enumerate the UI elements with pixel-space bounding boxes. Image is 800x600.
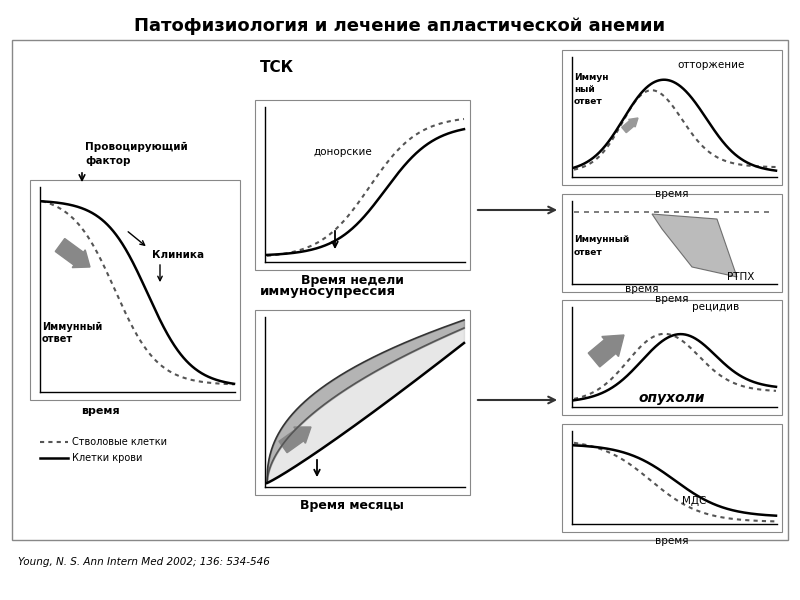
Text: ответ: ответ [42,334,74,344]
Text: Иммун: Иммун [574,73,609,82]
FancyArrow shape [279,427,311,452]
Text: Время недели: Время недели [301,274,403,287]
Text: ТСК: ТСК [260,60,294,75]
Bar [562,424,782,532]
Bar [562,50,782,185]
Text: фактор: фактор [85,156,130,166]
Polygon shape [652,214,737,277]
Text: Иммунный: Иммунный [574,235,630,244]
FancyArrow shape [588,335,624,367]
Text: ответ: ответ [574,97,602,106]
Text: Иммунный: Иммунный [42,322,102,332]
Bar [562,300,782,415]
Text: иммуносупрессия: иммуносупрессия [260,285,396,298]
Text: ный: ный [574,85,594,94]
Bar [255,100,470,270]
Text: Время месяцы: Время месяцы [300,499,404,512]
Text: рецидив: рецидив [692,302,739,312]
FancyArrow shape [622,118,638,133]
Text: Клиника: Клиника [152,250,204,260]
Bar [12,40,788,540]
Text: время: время [655,189,689,199]
Text: Провоцирующий: Провоцирующий [85,142,188,152]
Text: ответ: ответ [574,248,602,257]
Text: отторжение: отторжение [677,60,744,70]
Text: донорские: донорские [313,147,372,157]
Text: МДС: МДС [682,496,706,506]
Text: Клетки крови: Клетки крови [72,453,142,463]
Text: время: время [81,406,119,416]
Text: опухоли: опухоли [638,391,706,405]
Text: время: время [626,284,658,294]
Text: Патофизиология и лечение апластической анемии: Патофизиология и лечение апластической а… [134,17,666,35]
FancyArrow shape [55,239,90,268]
Text: время: время [655,536,689,546]
Text: Стволовые клетки: Стволовые клетки [72,437,167,447]
Text: Young, N. S. Ann Intern Med 2002; 136: 534-546: Young, N. S. Ann Intern Med 2002; 136: 5… [18,557,270,567]
Bar [562,194,782,292]
Bar [255,310,470,495]
Bar [30,180,240,400]
Text: время: время [655,294,689,304]
Text: РТПХ: РТПХ [727,272,754,282]
